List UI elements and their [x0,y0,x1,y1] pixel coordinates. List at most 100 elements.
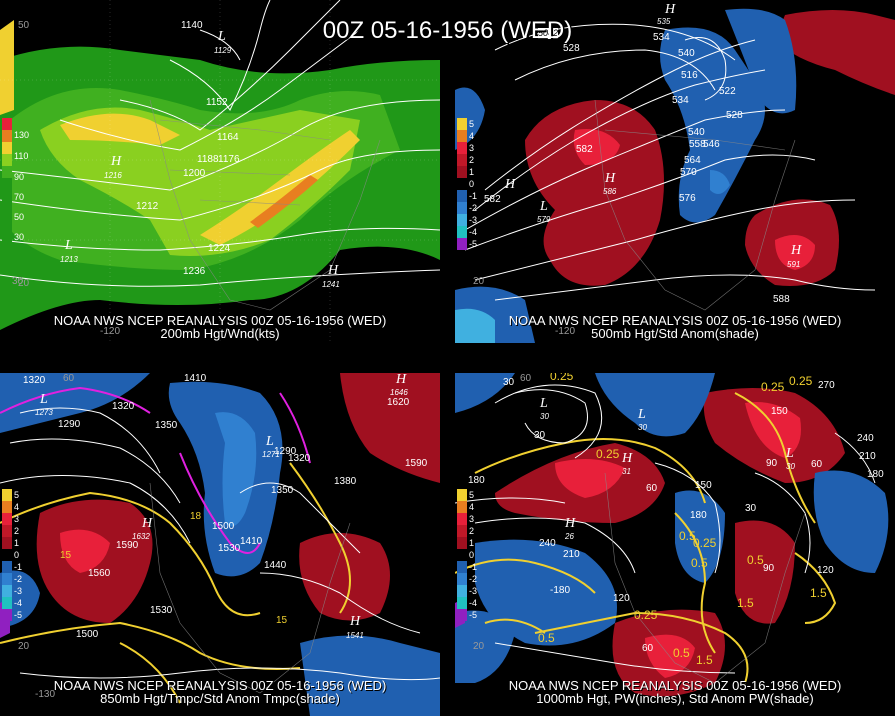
legend-label: -3 [14,586,23,596]
low-center-symbol: L [540,199,548,214]
low-center-value: 30 [786,462,795,471]
pw-label: 0.25 [596,447,620,461]
legend-label: 2 [14,526,20,536]
high-center-symbol: H [605,171,616,186]
contour-label: 522 [719,86,736,97]
wind-shade-90 [60,113,180,145]
high-center-value: 26 [565,532,574,541]
low-center-symbol: L [218,29,226,44]
legend-label: 1 [469,538,475,548]
contour-label: 240 [539,538,556,549]
legend-label: 2 [469,155,475,165]
lat-label: 20 [473,276,485,287]
legend-label: 2 [469,526,475,536]
legend-label: 70 [14,192,25,202]
high-center-symbol: H [665,2,676,17]
high-center-value: 1541 [346,631,364,640]
lat-label: 30 [12,276,24,287]
panel-850mb: 5 4 3 2 1 0 -1 -2 -3 -4 -5 1320 1290 132… [0,373,440,716]
contour-label: 1320 [288,453,311,464]
anom-pos-ne [775,10,895,95]
temp-label: 15 [60,550,72,561]
pw-label: 1.5 [810,586,827,600]
contour-label: 570 [680,167,697,178]
low-center-value: 1129 [214,46,232,55]
pw-label: 0.5 [673,646,690,660]
legend-label: -5 [469,239,478,249]
contour-label: 528 [563,43,580,54]
high-center-value: 582 [484,194,501,205]
legend-label: 130 [14,130,30,140]
contour-label: 528 [726,110,743,121]
contour-label: 210 [563,549,580,560]
contour-label: 1590 [116,540,139,551]
contour-label: 1500 [212,521,235,532]
anom-neg-central [660,27,765,223]
contour-label: 1530 [150,605,173,616]
contour-label: 0.25 [550,373,574,383]
contour-label: 1224 [208,243,231,254]
figure-title: 00Z 05-16-1956 (WED) [322,17,573,44]
contour-label: 120 [613,593,630,604]
high-center-symbol: H [142,516,153,531]
contour-label: 564 [684,155,701,166]
legend-label: 5 [469,490,475,500]
panel-200mb-caption-line1: NOAA NWS NCEP REANALYSIS 00Z 05-16-1956 … [53,313,387,328]
contour-label: 240 [857,433,874,444]
contour-label: 0.25 [789,374,813,388]
temp-label: 15 [276,615,288,626]
legend-label: 0 [469,179,475,189]
panel-200mb: 130 110 90 70 50 30 1140 1152 1164 1188 … [0,0,440,343]
low-center-value: 579 [537,215,551,224]
contour-label: 576 [679,193,696,204]
lat-label: 20 [18,641,30,652]
legend-label: -2 [469,203,478,213]
low-center-value: 5042 [538,28,559,39]
high-center-symbol: H [328,263,339,278]
legend-label: 5 [14,490,20,500]
high-center-value: 586 [603,187,617,196]
low-center-value: 1213 [60,255,78,264]
contour-label: 60 [642,643,654,654]
contour-label: 30 [745,503,757,514]
high-center-symbol: H [505,177,516,192]
contour-label: 150 [771,406,788,417]
lat-label: 20 [473,641,485,652]
contour-label: 1500 [76,629,99,640]
lon-label: -120 [100,326,121,337]
legend-label: -1 [14,562,23,572]
panel-1000mb: 5 4 3 2 1 0 -1 -2 -3 -4 -5 30 0.25 30 27… [455,373,895,716]
legend-label: -2 [14,574,23,584]
anom-neg-north [595,373,715,437]
pw-label: 0.25 [634,608,658,622]
contour-label: 558 [689,139,706,150]
contour-label: 210 [859,451,876,462]
contour-label: 1176 [218,154,240,165]
contour-label: 540 [678,48,695,59]
contour-label: 270 [818,380,835,391]
panel-500mb-caption-line1: NOAA NWS NCEP REANALYSIS 00Z 05-16-1956 … [508,313,842,328]
legend-label: -1 [469,191,478,201]
contour-label: 534 [672,95,689,106]
contour-label: -180 [550,585,571,596]
legend-label: 50 [14,212,25,222]
lat-label: 50 [18,20,30,31]
contour-label: 1200 [183,168,206,179]
contour-label: 1620 [387,397,410,408]
low-center-value: 30 [638,423,647,432]
contour-label: 180 [867,469,884,480]
high-center-value: 1646 [390,388,408,397]
legend-label: -1 [469,562,478,572]
legend-label: 30 [14,232,25,242]
wind-shade-70 [40,107,360,256]
lat-label: 20 [18,278,30,289]
contour-label: 1290 [274,446,297,457]
legend-label: 90 [14,172,25,182]
low-center-value: 1271 [262,450,280,459]
lat-label: 60 [63,373,75,384]
legend-label: 1 [469,167,475,177]
contour-label: 1320 [23,375,46,386]
pw-label: 0.5 [679,529,696,543]
contour-label: 30 [503,377,515,388]
panel-1000mb-map [455,373,895,716]
